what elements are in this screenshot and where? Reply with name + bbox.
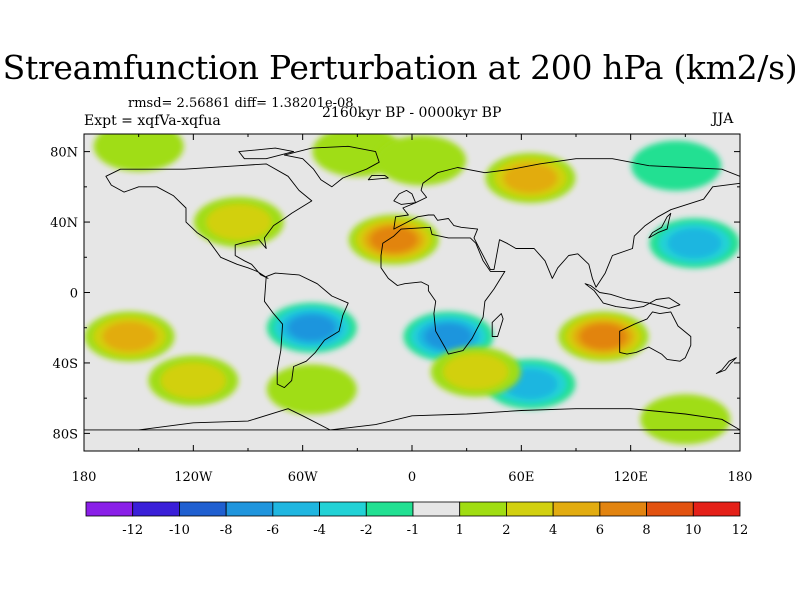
coastline-antarctica bbox=[84, 408, 740, 431]
colorbar-label: -6 bbox=[267, 523, 280, 538]
experiment-label: Expt = xqfVa-xqfua bbox=[84, 113, 221, 129]
coastline-australia bbox=[619, 311, 692, 362]
field-anomaly bbox=[266, 302, 357, 353]
colorbar-swatch bbox=[85, 501, 134, 517]
field-anomaly bbox=[348, 214, 439, 265]
colorbar-label: -12 bbox=[122, 523, 143, 538]
colorbar-label: 10 bbox=[685, 523, 702, 538]
contour-fill bbox=[424, 323, 473, 350]
coastline-japan bbox=[648, 212, 672, 239]
colorbar-swatch bbox=[459, 501, 507, 517]
lon-label: 120W bbox=[174, 470, 213, 485]
colorbar-label: 1 bbox=[456, 523, 464, 538]
coastline-south-america bbox=[263, 272, 349, 389]
colorbar-label: -2 bbox=[360, 523, 373, 538]
contour-fill bbox=[579, 323, 628, 350]
lat-label: 40S bbox=[53, 357, 78, 372]
contour-fill bbox=[266, 364, 357, 415]
field-anomaly bbox=[640, 394, 731, 445]
contour-fill bbox=[102, 321, 157, 352]
field-anomaly bbox=[485, 153, 576, 204]
field-anomaly bbox=[93, 134, 184, 172]
lat-label: 80N bbox=[50, 146, 78, 161]
colorbar-swatch bbox=[552, 501, 601, 517]
field-anomaly bbox=[148, 355, 239, 406]
field-anomaly bbox=[266, 364, 357, 415]
axis-ticks bbox=[83, 134, 741, 451]
contour-fill bbox=[376, 135, 467, 186]
colorbar-label: -4 bbox=[313, 523, 326, 538]
field-anomaly bbox=[403, 311, 494, 362]
coastline-africa bbox=[380, 226, 506, 355]
colorbar-label: 2 bbox=[502, 523, 510, 538]
colorbar-swatch bbox=[412, 501, 461, 517]
colorbar-swatch bbox=[132, 501, 180, 517]
coastline-north-america bbox=[105, 163, 313, 279]
contour-fill bbox=[93, 134, 184, 172]
contour-fill bbox=[443, 353, 509, 390]
colorbar-label: -1 bbox=[407, 523, 420, 538]
field-anomaly bbox=[430, 346, 521, 397]
colorbar-swatch bbox=[365, 501, 414, 517]
lat-label: 80S bbox=[53, 427, 78, 442]
contour-fill bbox=[631, 140, 722, 191]
contour-fill bbox=[503, 163, 558, 194]
period-label: 2160kyr BP - 0000kyr BP bbox=[322, 105, 502, 121]
field-anomaly bbox=[84, 311, 175, 362]
colorbar-label: -8 bbox=[220, 523, 233, 538]
stats-text: rmsd= 2.56861 diff= 1.38201e-08 bbox=[128, 96, 354, 111]
contour-fill bbox=[667, 228, 722, 259]
field-anomaly bbox=[558, 311, 649, 362]
season-label: JJA bbox=[712, 111, 734, 127]
longitude-labels: 180 120W 60W 0 60E 120E 180 bbox=[72, 470, 753, 485]
lon-label: 180 bbox=[72, 470, 97, 485]
lon-label: 60W bbox=[288, 470, 319, 485]
colorbar-swatch bbox=[646, 501, 694, 517]
colorbar-label: 6 bbox=[596, 523, 604, 538]
colorbar-label: -10 bbox=[169, 523, 190, 538]
colorbar-swatch bbox=[179, 501, 227, 517]
lat-label: 0 bbox=[70, 287, 78, 302]
lon-label: 0 bbox=[408, 470, 416, 485]
coastline-madagascar bbox=[491, 313, 504, 337]
colorbar-label: 4 bbox=[549, 523, 557, 538]
colorbar: -12 -10 -8 -6 -4 -2 -1 1 2 4 6 8 10 12 bbox=[85, 501, 749, 538]
colorbar-swatch bbox=[272, 501, 320, 517]
lon-label: 120E bbox=[614, 470, 648, 485]
colorbar-swatch bbox=[319, 501, 367, 517]
coastlines bbox=[84, 145, 740, 431]
coastline-iceland bbox=[367, 174, 389, 181]
coastline-greenland bbox=[283, 145, 380, 188]
colorbar-swatch bbox=[692, 501, 741, 517]
lon-label: 180 bbox=[728, 470, 753, 485]
lat-label: 40N bbox=[50, 216, 78, 231]
contour-fill bbox=[287, 314, 336, 341]
colorbar-label: 8 bbox=[642, 523, 650, 538]
contour-fill bbox=[160, 362, 226, 399]
coastline-british-isles bbox=[393, 189, 417, 205]
latitude-labels: 80N 40N 0 40S 80S bbox=[50, 146, 78, 443]
coastline-indonesia bbox=[584, 283, 681, 309]
coastline-new-zealand bbox=[715, 357, 737, 374]
streamfunction-field bbox=[84, 134, 740, 451]
contour-fill bbox=[206, 203, 272, 241]
coastline-greenland-islands bbox=[238, 147, 295, 160]
colorbar-label: 12 bbox=[732, 523, 749, 538]
colorbar-swatch bbox=[506, 501, 554, 517]
field-anomaly bbox=[193, 197, 284, 248]
contour-fill bbox=[369, 226, 418, 253]
field-anomaly bbox=[649, 218, 740, 269]
field-anomaly bbox=[376, 135, 467, 186]
lon-label: 60E bbox=[508, 470, 534, 485]
map-title: Streamfunction Perturbation at 200 hPa (… bbox=[2, 48, 798, 87]
colorbar-swatch bbox=[599, 501, 647, 517]
coastline-eurasia bbox=[393, 158, 740, 288]
field-anomaly bbox=[631, 140, 722, 191]
colorbar-swatch bbox=[225, 501, 274, 517]
contour-fill bbox=[640, 394, 731, 445]
